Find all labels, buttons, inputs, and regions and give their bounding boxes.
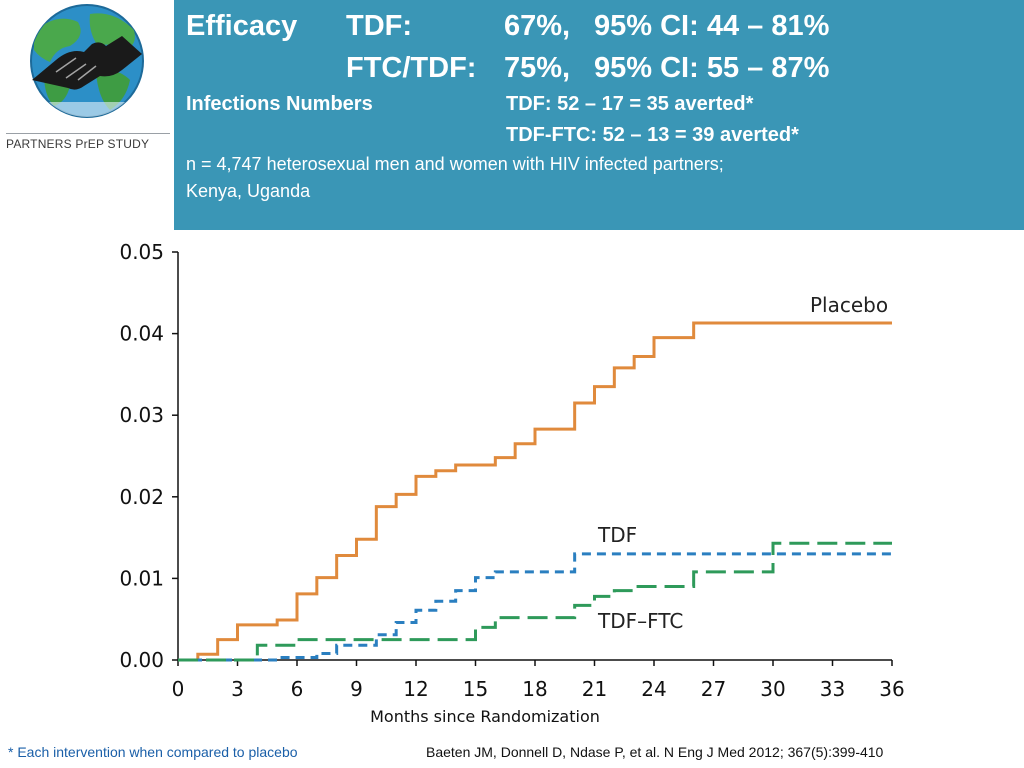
population-line-2: Kenya, Uganda: [186, 181, 311, 201]
x-tick-label: 12: [403, 677, 428, 701]
x-axis-title: Months since Randomization: [370, 707, 600, 726]
y-tick-label: 0.00: [119, 648, 164, 672]
tdf-label: TDF:: [346, 10, 413, 42]
handshake-globe-icon: [30, 4, 144, 118]
y-tick-label: 0.02: [119, 485, 164, 509]
series-line-placebo: [178, 321, 892, 662]
infections-tdf: TDF: 52 – 17 = 35 averted*: [506, 93, 754, 115]
ftc-ci: 95% CI: 55 – 87%: [594, 52, 830, 84]
y-tick-label: 0.04: [119, 322, 164, 346]
series-label-tdf: TDF: [597, 523, 637, 547]
x-tick-label: 6: [291, 677, 304, 701]
y-tick-label: 0.01: [119, 566, 164, 590]
logo: PARTNERS PrEP STUDY: [0, 0, 174, 170]
y-tick-label: 0.03: [119, 403, 164, 427]
series-label-placebo: Placebo: [810, 293, 888, 317]
x-tick-label: 15: [463, 677, 488, 701]
x-tick-label: 27: [701, 677, 726, 701]
x-tick-label: 3: [231, 677, 244, 701]
infections-ftc: TDF-FTC: 52 – 13 = 39 averted*: [506, 124, 799, 146]
ftc-label: FTC/TDF:: [346, 52, 477, 84]
series-line-tdf: [178, 552, 892, 662]
header-panel: Efficacy TDF: 67%, 95% CI: 44 – 81% FTC/…: [174, 0, 1024, 230]
x-tick-label: 33: [820, 677, 845, 701]
kaplan-meier-chart: 0.000.010.020.030.040.050 3 6 9 12 15 18 21 24 27…: [119, 240, 904, 726]
x-tick-label: 24: [641, 677, 666, 701]
chart-series: [178, 321, 892, 662]
footnote-asterisk: * Each intervention when compared to pla…: [8, 744, 298, 760]
series-label-tdf-ftc: TDF–FTC: [597, 609, 683, 633]
x-tick-label: 30: [760, 677, 785, 701]
tdf-ci: 95% CI: 44 – 81%: [594, 10, 830, 42]
y-tick-label: 0.05: [119, 240, 164, 264]
efficacy-label: Efficacy: [186, 10, 298, 42]
tdf-value: 67%,: [504, 10, 571, 42]
x-tick-label: 36: [879, 677, 904, 701]
chart-axes: 0.000.010.020.030.040.050 3 6 9 12 15 18 21 24 27…: [119, 240, 904, 726]
x-tick-label: 21: [582, 677, 607, 701]
x-tick-label: 18: [522, 677, 547, 701]
logo-text: PARTNERS PrEP STUDY: [6, 137, 150, 151]
citation: Baeten JM, Donnell D, Ndase P, et al. N …: [426, 744, 884, 760]
chart-labels: Placebo TDF TDF–FTC: [597, 293, 888, 633]
population-line-1: n = 4,747 heterosexual men and women wit…: [186, 154, 724, 174]
series-line-tdf-ftc: [178, 541, 892, 662]
ftc-value: 75%,: [504, 52, 571, 84]
infections-label: Infections Numbers: [186, 93, 373, 115]
x-tick-label: 9: [350, 677, 363, 701]
x-tick-label: 0: [172, 677, 185, 701]
logo-divider: [6, 133, 170, 134]
